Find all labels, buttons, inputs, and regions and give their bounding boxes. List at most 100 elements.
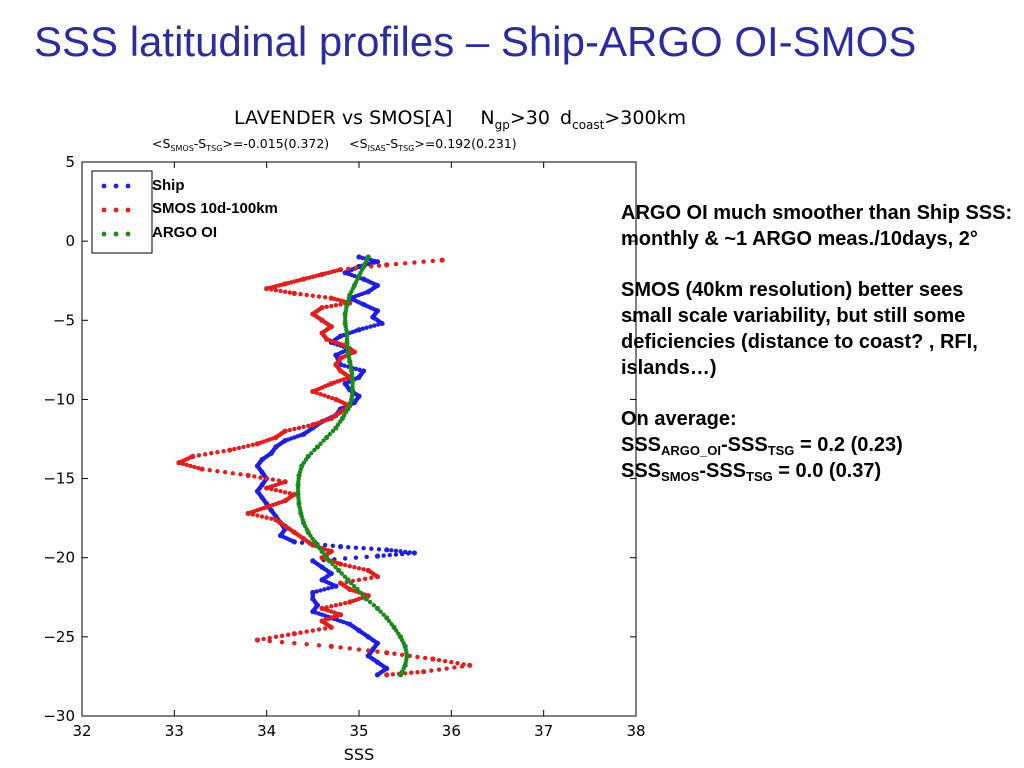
data-point-interp bbox=[357, 367, 362, 373]
data-point-interp bbox=[364, 325, 369, 330]
data-point-interp bbox=[393, 548, 399, 554]
data-point-interp bbox=[444, 666, 449, 671]
slide-title: SSS latitudinal profiles – Ship-ARGO OI-… bbox=[34, 18, 917, 65]
data-point-interp bbox=[353, 366, 359, 372]
legend-marker bbox=[125, 183, 131, 189]
data-point-interp bbox=[316, 294, 322, 299]
data-point-interp bbox=[259, 514, 265, 519]
data-point-interp bbox=[389, 548, 394, 553]
data-point bbox=[363, 596, 369, 602]
data-point-interp bbox=[292, 426, 297, 432]
data-point-interp bbox=[192, 464, 197, 470]
notes-panel: ARGO OI much smoother than Ship SSS: mon… bbox=[621, 200, 1016, 484]
data-point-interp bbox=[273, 288, 279, 293]
data-point bbox=[397, 672, 404, 678]
data-point-interp bbox=[184, 462, 189, 468]
data-point-interp bbox=[296, 495, 301, 500]
data-point-interp bbox=[326, 394, 331, 399]
legend-label-smos: SMOS 10d-100km bbox=[152, 200, 278, 217]
data-point-interp bbox=[273, 487, 279, 493]
data-point-interp bbox=[273, 634, 279, 640]
data-point-interp bbox=[304, 629, 309, 634]
data-point-interp bbox=[209, 451, 214, 456]
series-2 bbox=[295, 254, 410, 678]
data-point-interp bbox=[360, 326, 366, 331]
data-point-interp bbox=[303, 457, 309, 462]
data-point-interp bbox=[366, 648, 371, 653]
data-series bbox=[176, 254, 473, 678]
data-point bbox=[291, 290, 297, 296]
data-point-interp bbox=[361, 546, 366, 551]
data-point-interp bbox=[282, 289, 288, 294]
data-point-interp bbox=[327, 432, 332, 437]
data-point-interp bbox=[429, 668, 434, 673]
data-point-interp bbox=[339, 571, 344, 576]
data-point-interp bbox=[258, 475, 263, 480]
data-point-interp bbox=[278, 288, 283, 294]
data-point-interp bbox=[279, 633, 285, 639]
data-point-interp bbox=[369, 575, 374, 580]
data-point-interp bbox=[381, 553, 386, 558]
data-point-interp bbox=[318, 588, 323, 593]
data-point-interp bbox=[267, 635, 272, 641]
data-point-interp bbox=[353, 265, 359, 271]
data-point-interp bbox=[430, 258, 436, 264]
data-point-interp bbox=[402, 261, 408, 266]
data-point-interp bbox=[236, 445, 242, 451]
data-point-interp bbox=[322, 295, 328, 300]
data-point-interp bbox=[329, 604, 334, 609]
data-point-interp bbox=[306, 423, 311, 429]
data-point-interp bbox=[314, 542, 320, 548]
data-point-interp bbox=[381, 612, 386, 617]
y-tick-label: −15 bbox=[43, 470, 75, 488]
data-point-interp bbox=[361, 567, 366, 572]
data-point bbox=[291, 539, 297, 545]
data-point-interp bbox=[329, 395, 335, 401]
data-point-interp bbox=[282, 490, 288, 495]
data-point bbox=[333, 583, 339, 589]
data-point bbox=[347, 599, 353, 605]
legend-marker bbox=[113, 207, 119, 213]
data-point-interp bbox=[270, 477, 276, 482]
data-point-interp bbox=[286, 632, 291, 637]
data-point-interp bbox=[346, 544, 351, 550]
data-point-interp bbox=[376, 263, 382, 268]
note-equation-argo: SSSARGO_OI-SSSTSG = 0.2 (0.23) bbox=[621, 434, 903, 458]
data-point-interp bbox=[221, 448, 226, 454]
note-equation-smos: SSSSMOS-SSSTSG = 0.0 (0.37) bbox=[621, 460, 882, 484]
data-point bbox=[342, 311, 348, 317]
chart-title: LAVENDER vs SMOS[A] Ngp>30 dcoast>300km bbox=[234, 107, 686, 132]
data-point-interp bbox=[287, 427, 292, 433]
data-point-interp bbox=[367, 599, 373, 605]
data-point-interp bbox=[269, 486, 274, 492]
data-point-interp bbox=[376, 322, 381, 327]
data-point bbox=[199, 466, 205, 472]
x-tick-label: 34 bbox=[257, 722, 276, 740]
data-point-interp bbox=[350, 381, 355, 386]
y-tick-label: −20 bbox=[43, 549, 75, 567]
legend: Ship SMOS 10d-100km ARGO OI bbox=[91, 170, 278, 254]
data-point bbox=[384, 547, 390, 553]
data-point-interp bbox=[301, 424, 306, 430]
data-point-interp bbox=[369, 546, 374, 551]
data-point bbox=[349, 377, 356, 384]
x-tick-label: 38 bbox=[626, 722, 645, 740]
data-point bbox=[374, 553, 381, 559]
legend-marker bbox=[125, 231, 131, 237]
data-point-interp bbox=[296, 425, 302, 431]
data-point-interp bbox=[330, 543, 336, 549]
data-point bbox=[430, 656, 436, 662]
data-point-interp bbox=[241, 444, 246, 450]
data-point-interp bbox=[347, 563, 352, 569]
legend-marker bbox=[101, 183, 107, 189]
data-point-interp bbox=[342, 574, 348, 579]
data-point-interp bbox=[399, 652, 405, 657]
data-point bbox=[328, 624, 334, 630]
data-point bbox=[439, 257, 445, 263]
data-point bbox=[384, 672, 390, 678]
data-point-interp bbox=[215, 449, 220, 455]
data-point-interp bbox=[230, 471, 236, 476]
data-point bbox=[374, 605, 381, 611]
chart-subtitle: <SSMOS-STSG>=-0.015(0.372) <SISAS-STSG>=… bbox=[152, 136, 517, 153]
data-point-interp bbox=[267, 638, 272, 644]
